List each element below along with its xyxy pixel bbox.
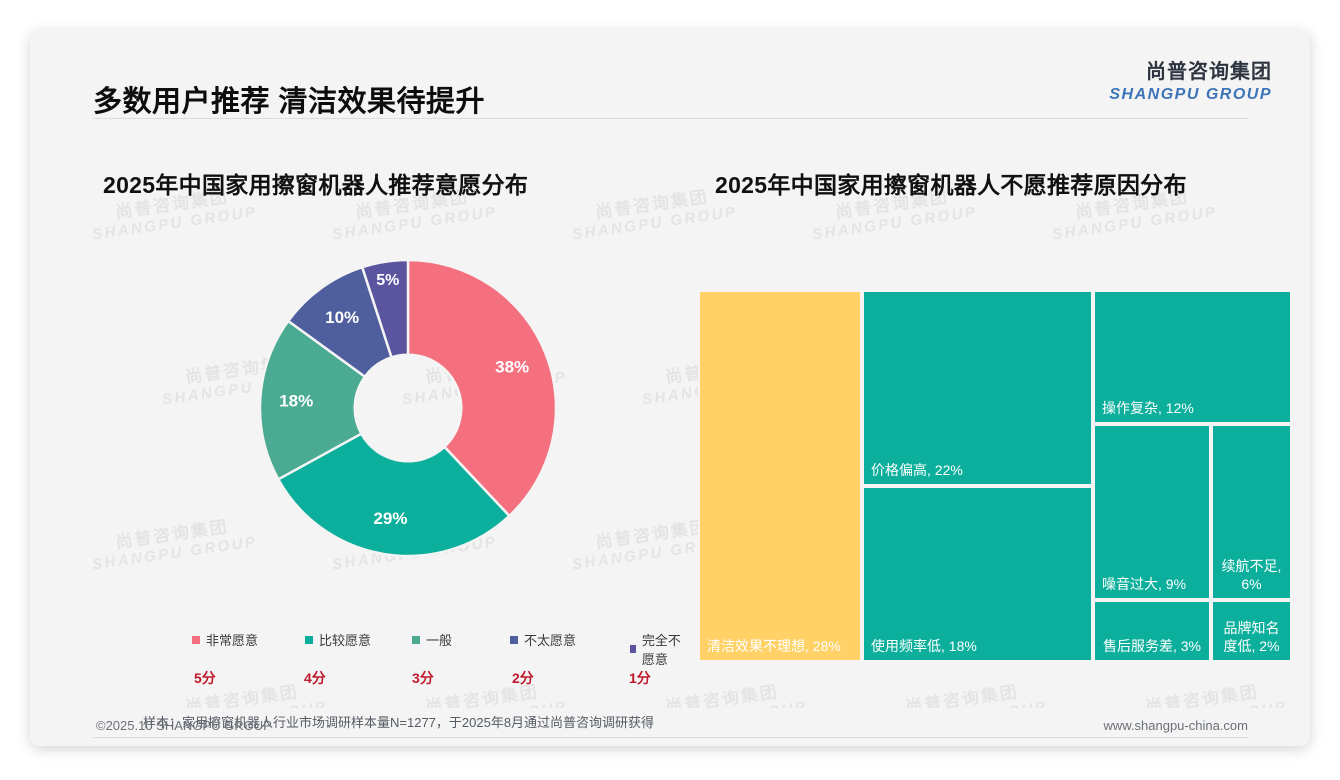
sample-note: 样本：家用擦窗机器人行业市场调研样本量N=1277，于2025年8月通过尚普咨询… bbox=[143, 715, 655, 730]
donut-slice[interactable] bbox=[258, 319, 367, 481]
legend-item-label: 比较愿意 bbox=[319, 633, 372, 648]
donut-svg: 38% 29% 18% 10% 5% bbox=[258, 258, 558, 558]
right-chart-title: 2025年中国家用擦窗机器人不愿推荐原因分布 bbox=[715, 172, 1187, 198]
score-label: 2分 bbox=[512, 670, 534, 686]
footer-band bbox=[30, 708, 1310, 746]
legend-item-label: 不太愿意 bbox=[524, 633, 577, 648]
donut-slice-label: 10% bbox=[325, 308, 359, 327]
copyright-text: ©2025.10 SHANGPU GROUP bbox=[96, 718, 272, 733]
treemap-cell[interactable]: 清洁效果不理想, 28% bbox=[698, 290, 862, 662]
footer-divider bbox=[93, 737, 1248, 738]
slide-header: 多数用户推荐 清洁效果待提升 尚普咨询集团 SHANGPU GROUP bbox=[30, 30, 1310, 118]
legend-swatch-icon bbox=[192, 635, 200, 644]
donut-slice-label: 29% bbox=[373, 509, 407, 528]
legend-item[interactable]: 不太愿意 bbox=[510, 630, 576, 649]
donut-slice[interactable] bbox=[360, 258, 410, 359]
donut-legend: 非常愿意 比较愿意 一般 不太愿意 完全不愿意 bbox=[170, 630, 690, 667]
legend-swatch-icon bbox=[630, 645, 636, 653]
score-label: 5分 bbox=[194, 670, 216, 686]
legend-item[interactable]: 完全不愿意 bbox=[630, 630, 690, 668]
treemap-cell[interactable]: 售后服务差, 3% bbox=[1093, 600, 1211, 662]
legend-swatch-icon bbox=[412, 635, 420, 644]
legend-item-label: 一般 bbox=[426, 633, 453, 648]
donut-slice-label: 18% bbox=[279, 391, 313, 410]
website-text: www.shangpu-china.com bbox=[1103, 718, 1248, 733]
score-label: 1分 bbox=[629, 670, 651, 686]
legend-item-label: 非常愿意 bbox=[206, 633, 259, 648]
donut-slice[interactable] bbox=[406, 258, 558, 518]
logo-chinese-text: 尚普咨询集团 bbox=[1146, 61, 1272, 83]
page-title: 多数用户推荐 清洁效果待提升 bbox=[93, 86, 486, 118]
reasons-treemap-chart: 清洁效果不理想, 28% 价格偏高, 22% 使用频率低, 18% 操作复杂, 12%… bbox=[698, 290, 1292, 662]
left-chart-title: 2025年中国家用擦窗机器人推荐意愿分布 bbox=[103, 172, 529, 198]
donut-slice[interactable] bbox=[276, 431, 512, 558]
recommendation-donut-chart: 38% 29% 18% 10% 5% bbox=[258, 258, 558, 558]
score-label: 4分 bbox=[304, 670, 326, 686]
treemap-cell[interactable]: 使用频率低, 18% bbox=[862, 486, 1093, 662]
legend-swatch-icon bbox=[510, 635, 518, 644]
treemap-cell[interactable]: 续航不足, 6% bbox=[1211, 424, 1292, 600]
legend-item[interactable]: 非常愿意 bbox=[192, 630, 258, 649]
slide-card: 尚普咨询集团 SHANGPU GROUP 尚普咨询集团 SHANGPU GROUP 尚普… bbox=[30, 30, 1310, 746]
legend-item[interactable]: 一般 bbox=[412, 630, 452, 649]
treemap-cell[interactable]: 噪音过大, 9% bbox=[1093, 424, 1211, 600]
donut-slice-label: 38% bbox=[495, 357, 529, 376]
legend-item[interactable]: 比较愿意 bbox=[305, 630, 371, 649]
treemap-cell[interactable]: 品牌知名度低, 2% bbox=[1211, 600, 1292, 662]
donut-slice-label: 5% bbox=[376, 272, 399, 289]
logo-english-text: SHANGPU GROUP bbox=[1109, 86, 1272, 103]
score-label: 3分 bbox=[412, 670, 434, 686]
legend-item-label: 完全不愿意 bbox=[641, 633, 681, 667]
score-scale-row: 5分 4分 3分 2分 1分 bbox=[170, 668, 690, 690]
treemap-cell[interactable]: 价格偏高, 22% bbox=[862, 290, 1093, 486]
brand-logo: 尚普咨询集团 SHANGPU GROUP bbox=[1109, 60, 1272, 105]
header-divider bbox=[93, 118, 1248, 119]
legend-swatch-icon bbox=[305, 635, 313, 644]
treemap-cell[interactable]: 操作复杂, 12% bbox=[1093, 290, 1292, 424]
